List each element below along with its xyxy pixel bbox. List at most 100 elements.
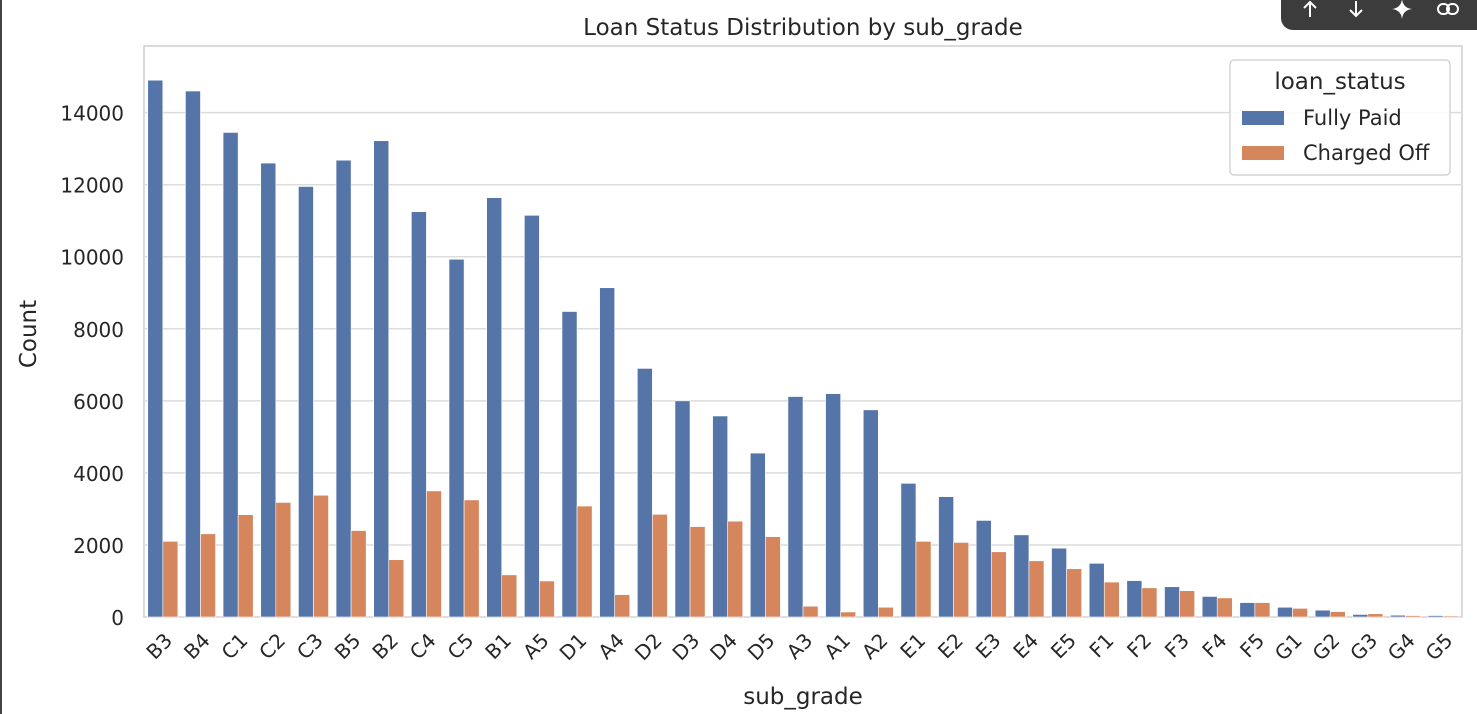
bar-charged-off-a5 <box>539 580 555 618</box>
bar-fully-paid-d2 <box>637 368 653 618</box>
bar-fully-paid-b4 <box>185 90 201 618</box>
bar-charged-off-b3 <box>162 541 179 618</box>
x-tick-label: F4 <box>1197 628 1231 662</box>
x-tick-label: A1 <box>819 628 855 664</box>
bar-charged-off-e2 <box>953 542 969 618</box>
bars <box>147 79 1459 618</box>
x-tick-label: B1 <box>480 628 516 664</box>
bar-charged-off-c4 <box>426 490 442 618</box>
bar-fully-paid-c3 <box>298 186 314 618</box>
x-tick-label: E2 <box>933 628 968 663</box>
x-tick-label: F1 <box>1084 628 1118 662</box>
bar-charged-off-d4 <box>727 520 744 618</box>
bar-charged-off-c1 <box>237 514 254 618</box>
x-tick-label: E1 <box>895 628 930 663</box>
x-tick-label: D3 <box>667 628 704 665</box>
bar-charged-off-f3 <box>1179 590 1195 618</box>
bar-charged-off-d5 <box>765 536 781 618</box>
bar-fully-paid-e5 <box>1051 547 1067 618</box>
x-tick-label: G2 <box>1308 628 1345 665</box>
sparkle-icon[interactable] <box>1387 0 1417 24</box>
bar-fully-paid-b3 <box>147 79 164 618</box>
bar-charged-off-a3 <box>802 605 819 618</box>
bar-charged-off-f4 <box>1216 597 1233 618</box>
x-tick-label: B5 <box>330 628 366 664</box>
x-tick-label: G4 <box>1383 628 1420 665</box>
bar-fully-paid-c2 <box>260 162 277 618</box>
bar-fully-paid-g2 <box>1314 609 1331 618</box>
bar-fully-paid-g5 <box>1427 615 1444 618</box>
x-tick-label: G5 <box>1421 628 1458 665</box>
x-tick-label: E5 <box>1046 628 1081 663</box>
bar-fully-paid-e2 <box>938 496 954 618</box>
bar-charged-off-c3 <box>313 494 329 618</box>
x-tick-label: D4 <box>705 628 742 665</box>
x-tick-label: G3 <box>1345 628 1382 665</box>
bar-fully-paid-a5 <box>524 215 540 618</box>
x-axis-label: sub_grade <box>743 684 863 710</box>
bar-fully-paid-b1 <box>486 197 503 618</box>
x-tick-label: C5 <box>443 628 479 664</box>
x-tick-label: C1 <box>217 628 253 664</box>
bar-fully-paid-b2 <box>373 140 390 618</box>
x-tick-label: E4 <box>1008 628 1043 663</box>
bar-charged-off-g2 <box>1329 611 1346 618</box>
bar-fully-paid-a2 <box>862 409 879 618</box>
bar-fully-paid-d3 <box>674 400 691 618</box>
bar-charged-off-e1 <box>915 541 932 618</box>
bar-charged-off-g3 <box>1367 613 1384 618</box>
bar-charged-off-b4 <box>200 533 216 618</box>
bar-charged-off-d3 <box>689 526 706 618</box>
y-axis-label: Count <box>16 300 42 368</box>
bar-fully-paid-g3 <box>1352 614 1369 618</box>
legend-swatch-fully-paid <box>1242 111 1284 125</box>
window-edge <box>0 0 2 714</box>
y-tick-label: 12000 <box>60 174 124 198</box>
x-tick-label: A5 <box>518 628 554 664</box>
bar-fully-paid-a1 <box>825 393 841 618</box>
legend-label-charged-off: Charged Off <box>1303 141 1430 165</box>
bar-charged-off-a2 <box>878 606 894 618</box>
x-tick-label: B2 <box>367 628 403 664</box>
bar-fully-paid-b5 <box>335 159 352 618</box>
bar-charged-off-b1 <box>501 574 518 618</box>
x-tick-label: F3 <box>1160 628 1194 662</box>
x-tick-label: C3 <box>292 628 328 664</box>
x-tick-label: A3 <box>782 628 818 664</box>
x-tick-label: E3 <box>971 628 1006 663</box>
y-tick-label: 6000 <box>73 390 124 414</box>
bar-charged-off-d1 <box>576 505 593 618</box>
bar-fully-paid-d1 <box>561 311 578 618</box>
bar-fully-paid-g1 <box>1277 606 1293 618</box>
link-icon[interactable] <box>1433 0 1463 24</box>
bar-charged-off-a1 <box>840 611 857 618</box>
bar-fully-paid-f2 <box>1126 580 1143 618</box>
legend-swatch-charged-off <box>1242 146 1284 160</box>
y-tick-label: 8000 <box>73 318 124 342</box>
x-tick-label: F5 <box>1235 628 1269 662</box>
arrow-down-icon[interactable] <box>1341 0 1371 24</box>
bar-fully-paid-d5 <box>749 452 766 618</box>
x-tick-label: D1 <box>555 628 592 665</box>
x-tick-label: G1 <box>1270 628 1307 665</box>
bar-fully-paid-e4 <box>1013 534 1030 618</box>
x-tick-label: F2 <box>1122 628 1156 662</box>
x-tick-label: B4 <box>179 628 215 664</box>
arrow-up-icon[interactable] <box>1295 0 1325 24</box>
x-tick-label: C2 <box>254 628 290 664</box>
y-tick-label: 2000 <box>73 534 124 558</box>
bar-charged-off-c5 <box>463 499 480 618</box>
legend: loan_status Fully Paid Charged Off <box>1229 59 1451 176</box>
bar-fully-paid-c1 <box>222 132 239 618</box>
bar-charged-off-g5 <box>1442 615 1459 618</box>
legend-title: loan_status <box>1274 69 1405 95</box>
y-tick-labels: 0 2000 4000 6000 8000 10000 12000 14000 <box>60 102 124 630</box>
x-tick-label: B3 <box>141 628 177 664</box>
bar-fully-paid-f4 <box>1201 596 1218 618</box>
bar-charged-off-b5 <box>350 530 367 618</box>
chart-title: Loan Status Distribution by sub_grade <box>583 15 1023 41</box>
bar-charged-off-c2 <box>275 502 292 618</box>
x-tick-label: A2 <box>857 628 893 664</box>
bar-fully-paid-c4 <box>411 211 427 618</box>
bar-fully-paid-e3 <box>975 520 992 618</box>
